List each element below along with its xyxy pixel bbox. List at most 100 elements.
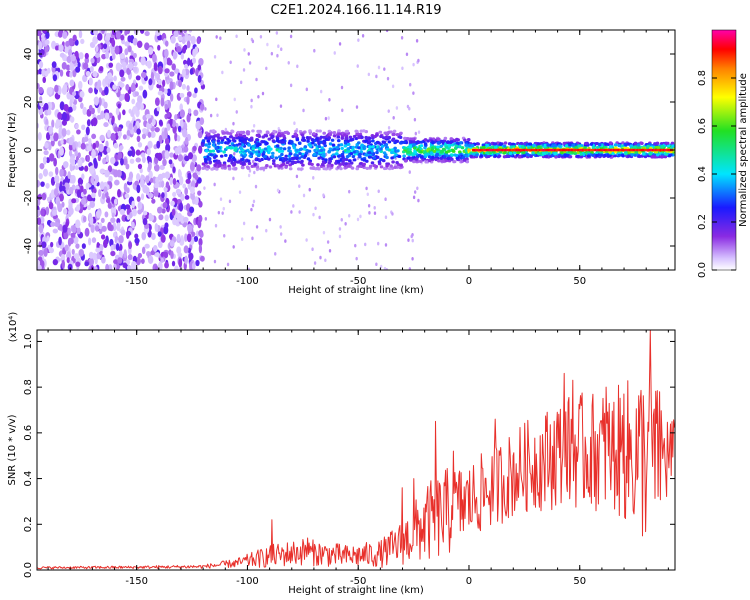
heatmap-cell bbox=[190, 35, 196, 45]
heatmap-cell bbox=[62, 161, 69, 169]
heatmap-cell bbox=[367, 203, 371, 208]
heatmap-cell bbox=[375, 151, 379, 155]
heatmap-cell bbox=[390, 156, 394, 160]
heatmap-cell bbox=[198, 200, 203, 208]
heatmap-cell bbox=[250, 104, 253, 109]
snr-ytick-label: 1.0 bbox=[23, 333, 34, 349]
heatmap-cell bbox=[176, 246, 182, 255]
heatmap-cell bbox=[95, 45, 99, 53]
heatmap-cell bbox=[61, 127, 67, 137]
heatmap-cell bbox=[532, 143, 536, 148]
heatmap-cell bbox=[154, 127, 160, 133]
heatmap-cell bbox=[88, 137, 92, 147]
heatmap-cell bbox=[144, 243, 150, 249]
heatmap-cell bbox=[136, 184, 141, 194]
heatmap-cell bbox=[408, 147, 412, 151]
heatmap-cell bbox=[624, 143, 628, 147]
heatmap-cell bbox=[148, 170, 153, 179]
heatmap-cell bbox=[78, 80, 83, 90]
heatmap-cell bbox=[147, 140, 153, 149]
heatmap-cell bbox=[192, 145, 197, 152]
heatmap-cell bbox=[37, 199, 41, 206]
heatmap-cell bbox=[78, 248, 85, 257]
heatmap-cell bbox=[98, 143, 104, 153]
heatmap-cell bbox=[437, 137, 441, 141]
heatmap-cell bbox=[412, 140, 416, 144]
heatmap-cell bbox=[221, 70, 224, 75]
heatmap-cell bbox=[85, 126, 90, 136]
heatmap-cell bbox=[68, 38, 74, 47]
heatmap-cell bbox=[251, 129, 255, 133]
heatmap-cell bbox=[75, 243, 80, 249]
heatmap-ytick-label: 0 bbox=[23, 147, 34, 153]
heatmap-cell bbox=[70, 232, 76, 238]
heatmap-cell bbox=[270, 134, 275, 139]
heatmap-xlabel: Height of straight line (km) bbox=[288, 285, 424, 296]
heatmap-cell bbox=[91, 133, 97, 140]
heatmap-cell bbox=[107, 221, 112, 231]
heatmap-cell bbox=[386, 76, 390, 81]
snr-axis-ticks: -150 -100 -50 0 50 0.0 0.2 0.4 0.6 0.8 1.0 bbox=[23, 330, 675, 587]
heatmap-cell bbox=[241, 157, 245, 162]
heatmap-cell bbox=[197, 75, 202, 83]
heatmap-cell bbox=[204, 143, 208, 147]
heatmap-cell bbox=[301, 163, 305, 167]
heatmap-cell bbox=[233, 166, 238, 171]
heatmap-cell bbox=[54, 84, 59, 93]
heatmap-cell bbox=[541, 151, 546, 155]
heatmap-cell bbox=[419, 140, 424, 144]
heatmap-cell bbox=[379, 157, 383, 162]
heatmap-cell bbox=[427, 158, 432, 163]
heatmap-cell bbox=[46, 132, 51, 141]
heatmap-cell bbox=[349, 138, 353, 142]
heatmap-cell bbox=[328, 157, 332, 161]
heatmap-cell bbox=[66, 251, 72, 260]
heatmap-cell bbox=[69, 157, 75, 165]
heatmap-cell bbox=[98, 96, 102, 106]
heatmap-cell bbox=[413, 190, 417, 194]
heatmap-cell bbox=[594, 142, 599, 146]
heatmap-cell bbox=[295, 156, 299, 161]
heatmap-cell bbox=[160, 257, 165, 263]
heatmap-cell bbox=[416, 186, 419, 191]
heatmap-cell bbox=[64, 244, 69, 252]
heatmap-cell bbox=[119, 208, 126, 215]
heatmap-cell bbox=[324, 116, 328, 121]
heatmap-cell bbox=[336, 154, 341, 158]
heatmap-cell bbox=[169, 240, 175, 247]
heatmap-cell bbox=[671, 144, 675, 148]
heatmap-cell bbox=[391, 84, 395, 89]
heatmap-cell bbox=[54, 174, 60, 184]
heatmap-cell bbox=[322, 167, 327, 171]
heatmap-cell bbox=[223, 233, 226, 238]
heatmap-cell bbox=[465, 160, 470, 164]
heatmap-cell bbox=[99, 181, 105, 190]
heatmap-cell bbox=[220, 140, 224, 144]
heatmap-cell bbox=[408, 170, 411, 174]
heatmap-cell bbox=[187, 108, 192, 115]
heatmap-cell bbox=[494, 145, 498, 150]
heatmap-cell bbox=[250, 164, 255, 168]
heatmap-cell bbox=[304, 151, 309, 155]
heatmap-cell bbox=[205, 167, 209, 171]
heatmap-cell bbox=[153, 190, 159, 197]
heatmap-cell bbox=[608, 145, 613, 149]
heatmap-cell bbox=[176, 233, 181, 242]
heatmap-cell bbox=[165, 143, 171, 153]
heatmap-cell bbox=[379, 134, 383, 139]
heatmap-cell bbox=[257, 94, 260, 99]
heatmap-cell bbox=[324, 137, 329, 142]
heatmap-cell bbox=[154, 72, 159, 79]
heatmap-cell bbox=[124, 48, 129, 56]
heatmap-cell bbox=[207, 136, 212, 141]
heatmap-cell bbox=[216, 113, 219, 118]
heatmap-cell bbox=[456, 141, 460, 146]
heatmap-cell bbox=[382, 140, 387, 144]
heatmap-cell bbox=[189, 206, 195, 214]
heatmap-cell bbox=[59, 184, 63, 192]
snr-y-multiplier: (x10⁴) bbox=[8, 312, 19, 343]
heatmap-cell bbox=[216, 141, 221, 145]
heatmap-cell bbox=[115, 243, 120, 251]
heatmap-cell bbox=[51, 61, 57, 69]
heatmap-cell bbox=[240, 136, 244, 141]
